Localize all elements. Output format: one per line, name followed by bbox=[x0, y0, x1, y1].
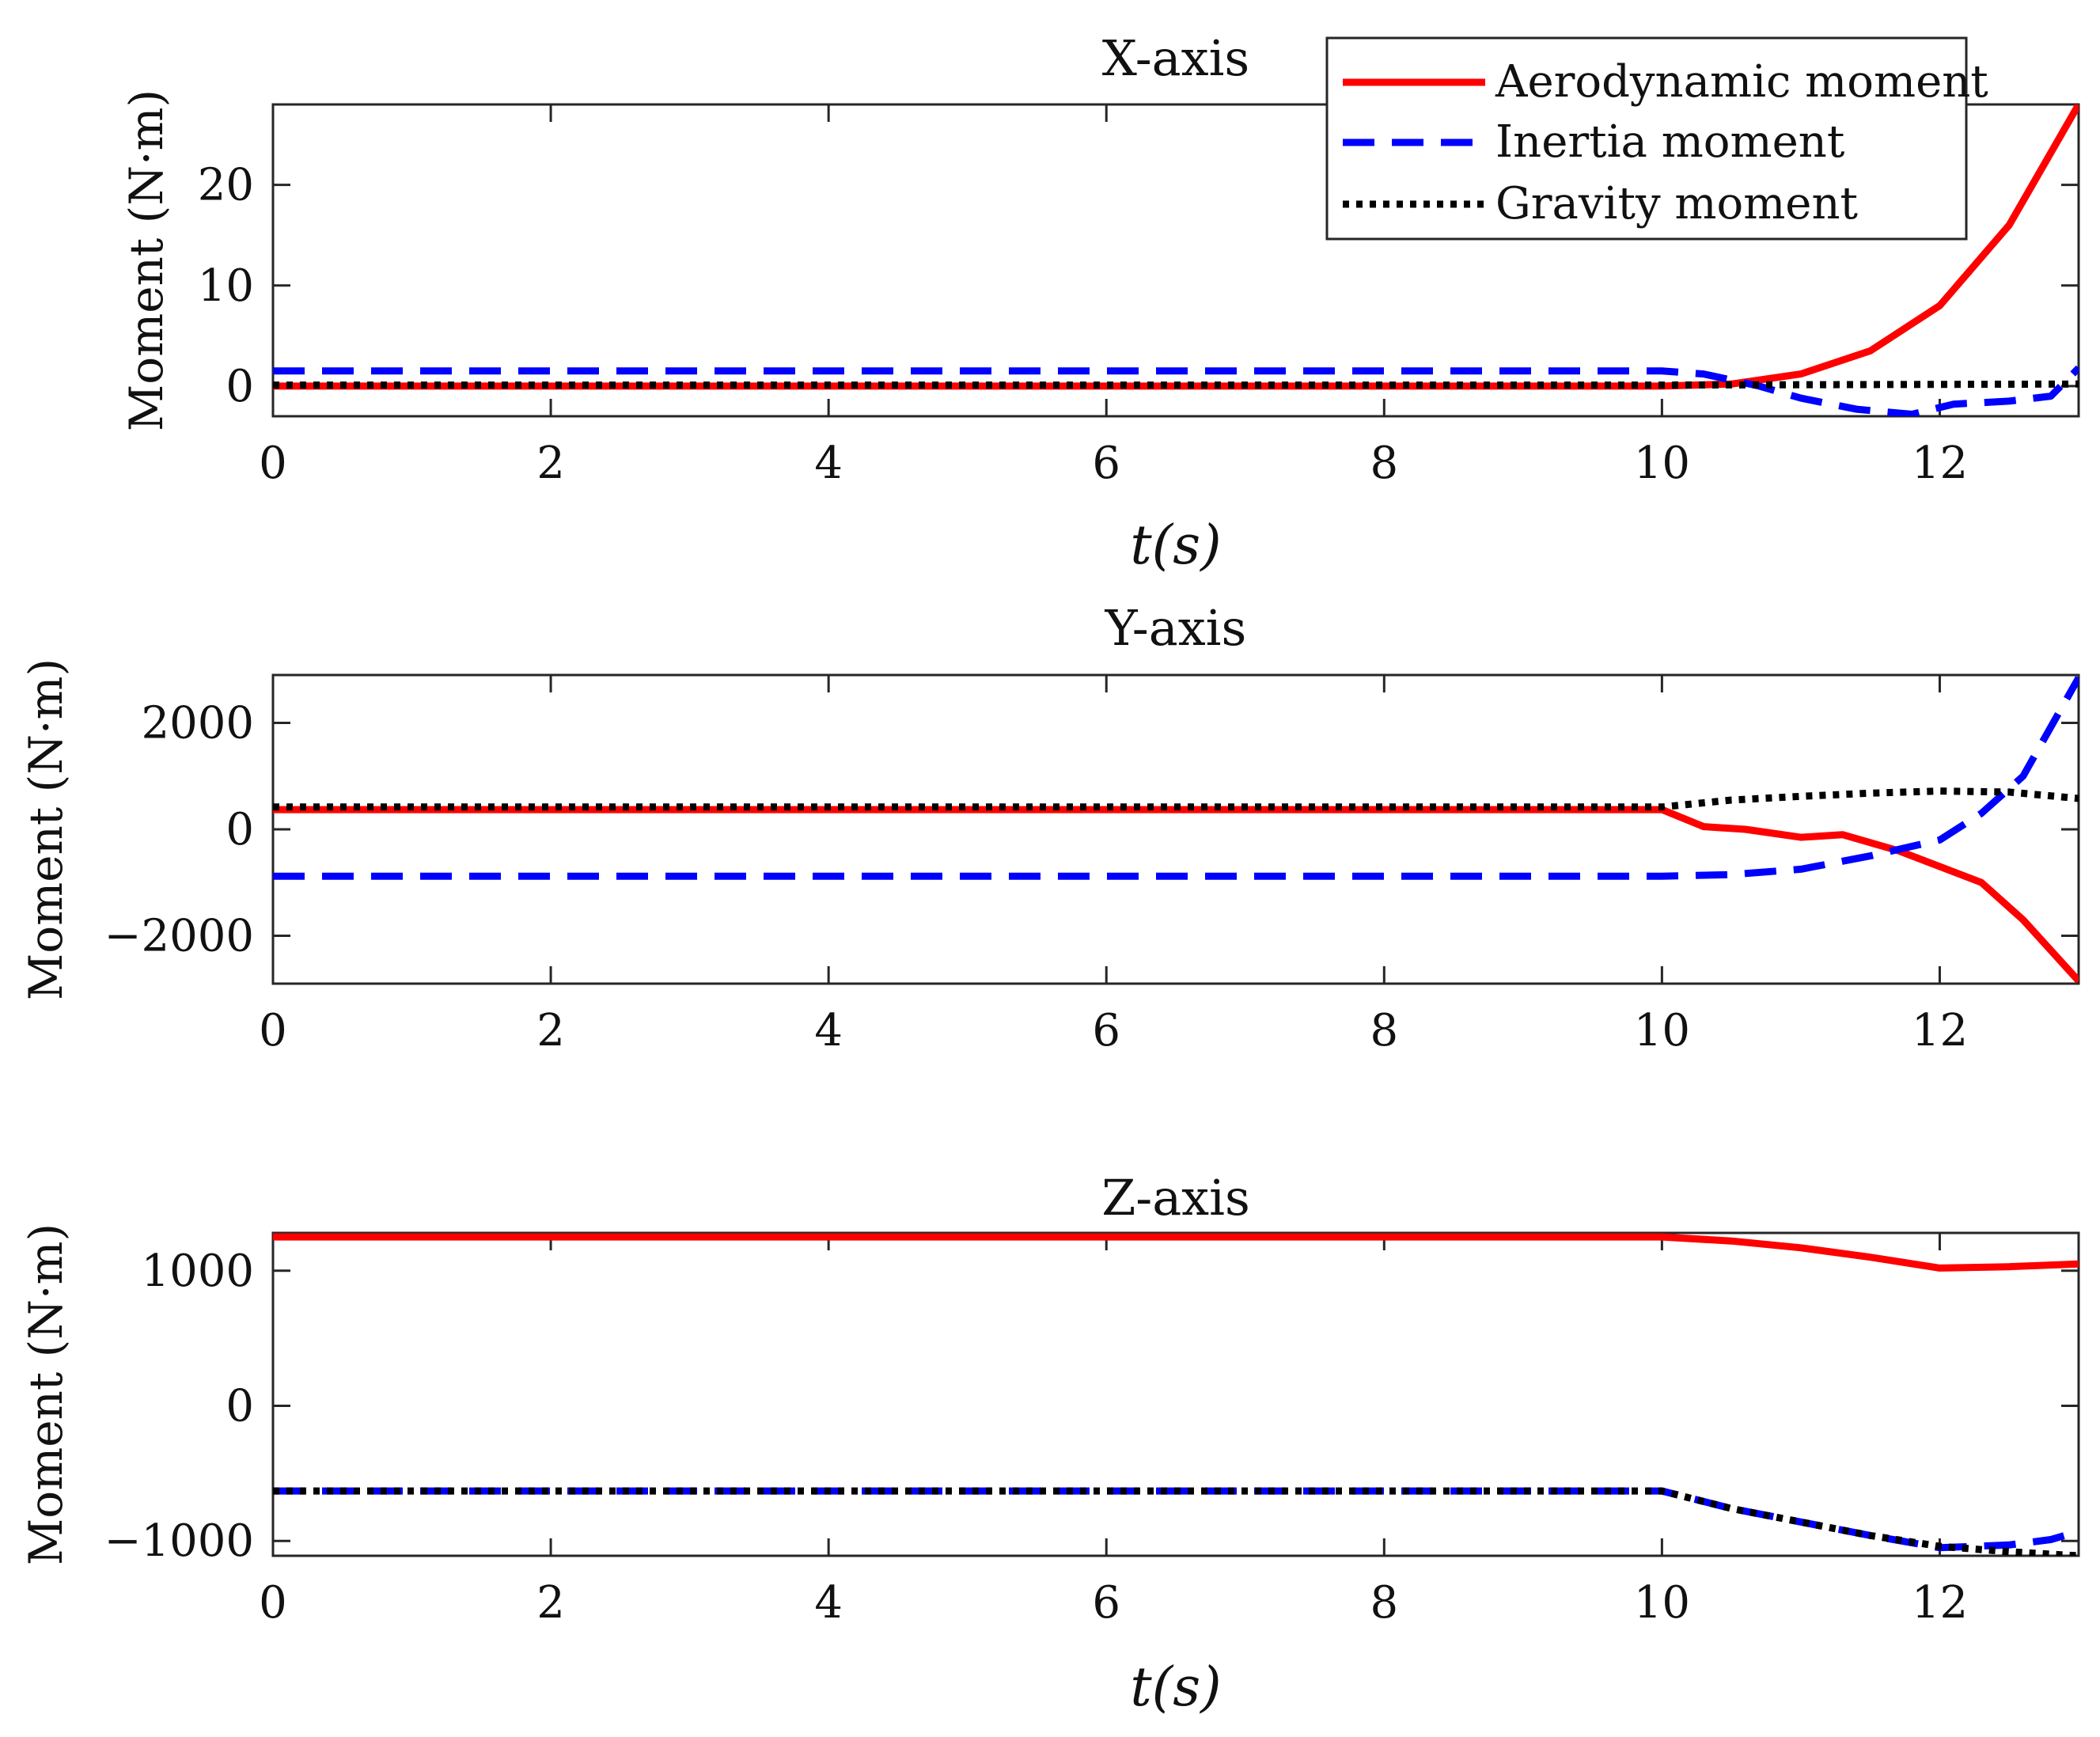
ticks-x-axis: 0 2 4 6 8 10 12 0 10 20 bbox=[198, 104, 2079, 489]
ytick-label-z-axis-0: −1000 bbox=[104, 1515, 254, 1567]
ylabel-x-axis: Moment (N·m) bbox=[119, 89, 173, 431]
series-line-x-axis-inertia-moment bbox=[273, 365, 2079, 416]
ylabel-y-axis: Moment (N·m) bbox=[19, 658, 73, 1000]
series-line-y-axis-inertia-moment bbox=[273, 676, 2079, 880]
series-line-z-axis-gravity-moment bbox=[273, 1487, 2079, 1556]
ytick-label-y-axis-0: −2000 bbox=[104, 910, 254, 961]
ytick-label-y-axis-2: 2000 bbox=[141, 698, 254, 749]
legend-label-inertia: Inertia moment bbox=[1495, 116, 1845, 168]
legend-box bbox=[1325, 36, 1968, 241]
plot-area-z-axis bbox=[271, 1231, 2080, 1557]
xtick-label-y-axis-5: 10 bbox=[1634, 1005, 1690, 1056]
xtick-label-z-axis-4: 8 bbox=[1370, 1577, 1398, 1629]
xtick-label-z-axis-1: 2 bbox=[536, 1577, 565, 1629]
legend-label-aerodynamic: Aerodynamic moment bbox=[1495, 56, 1988, 108]
xtick-label-y-axis-0: 0 bbox=[259, 1005, 287, 1056]
series-line-y-axis-gravity-moment bbox=[273, 787, 2079, 811]
ytick-label-x-axis-2: 20 bbox=[198, 160, 254, 211]
ytick-label-z-axis-1: 0 bbox=[226, 1381, 254, 1432]
xtick-label-y-axis-1: 2 bbox=[536, 1005, 565, 1056]
ytick-label-y-axis-1: 0 bbox=[226, 804, 254, 855]
series-line-y-axis-aerodynamic-moment bbox=[273, 806, 2079, 984]
xtick-label-y-axis-2: 4 bbox=[814, 1005, 843, 1056]
legend-label-gravity: Gravity moment bbox=[1495, 178, 1859, 229]
xtick-label-y-axis-4: 8 bbox=[1370, 1005, 1398, 1056]
series-line-x-axis-gravity-moment bbox=[273, 380, 2079, 389]
series-z-axis bbox=[273, 1233, 2079, 1556]
series-line-z-axis-inertia-moment bbox=[273, 1487, 2079, 1552]
xtick-label-z-axis-5: 10 bbox=[1634, 1577, 1690, 1629]
xtick-label-x-axis-6: 12 bbox=[1912, 438, 1968, 489]
title-x-axis: X-axis bbox=[1102, 29, 1249, 87]
title-y-axis: Y-axis bbox=[1105, 599, 1247, 657]
xtick-label-x-axis-2: 4 bbox=[814, 438, 843, 489]
ylabel-z-axis: Moment (N·m) bbox=[19, 1223, 73, 1565]
xtick-label-x-axis-1: 2 bbox=[536, 438, 565, 489]
xlabel-x-axis: t(s) bbox=[1130, 514, 1221, 577]
ytick-label-x-axis-1: 10 bbox=[198, 260, 254, 312]
ytick-label-z-axis-2: 1000 bbox=[141, 1246, 254, 1297]
xlabel-z-axis: t(s) bbox=[1130, 1656, 1221, 1719]
xtick-label-z-axis-6: 12 bbox=[1912, 1577, 1968, 1629]
legend: Aerodynamic moment Inertia moment Gravit… bbox=[1325, 36, 1988, 241]
xtick-label-x-axis-5: 10 bbox=[1634, 438, 1690, 489]
ytick-label-x-axis-0: 0 bbox=[226, 361, 254, 412]
series-x-axis bbox=[273, 104, 2079, 416]
xtick-label-y-axis-3: 6 bbox=[1092, 1005, 1120, 1056]
xtick-label-z-axis-2: 4 bbox=[814, 1577, 843, 1629]
series-y-axis bbox=[273, 676, 2079, 984]
xtick-label-y-axis-6: 12 bbox=[1912, 1005, 1968, 1056]
xtick-label-z-axis-0: 0 bbox=[259, 1577, 287, 1629]
title-z-axis: Z-axis bbox=[1101, 1169, 1250, 1227]
xtick-label-z-axis-3: 6 bbox=[1092, 1577, 1120, 1629]
series-line-z-axis-aerodynamic-moment bbox=[273, 1233, 2079, 1272]
xtick-label-x-axis-3: 6 bbox=[1092, 438, 1120, 489]
xtick-label-x-axis-0: 0 bbox=[259, 438, 287, 489]
plot-area-y-axis bbox=[271, 673, 2080, 985]
xtick-label-x-axis-4: 8 bbox=[1370, 438, 1398, 489]
